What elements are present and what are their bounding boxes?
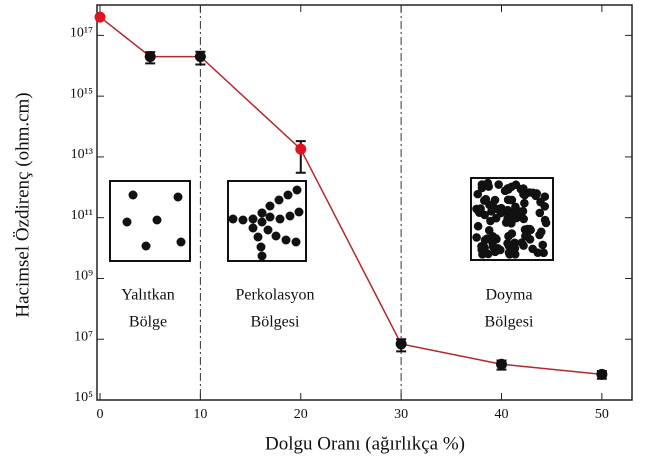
inset-dot bbox=[258, 218, 267, 227]
inset-dot bbox=[286, 212, 295, 221]
inset-dot bbox=[480, 243, 489, 252]
data-point bbox=[396, 338, 407, 349]
inset-dot bbox=[229, 215, 238, 224]
inset-dot bbox=[258, 209, 267, 218]
y-tick-label: 10¹⁷ bbox=[70, 26, 93, 41]
x-tick-label: 0 bbox=[97, 407, 104, 422]
inset-dot bbox=[292, 238, 301, 247]
inset-dot bbox=[474, 222, 483, 231]
x-tick-label: 10 bbox=[193, 407, 207, 422]
inset-dot bbox=[523, 225, 532, 234]
inset-dot bbox=[257, 243, 266, 252]
data-point bbox=[496, 359, 507, 370]
inset-dot bbox=[519, 215, 528, 224]
y-tick-label: 10⁷ bbox=[74, 329, 93, 344]
inset-dot bbox=[478, 184, 487, 193]
inset-dot bbox=[293, 186, 302, 195]
inset-dot bbox=[505, 250, 514, 259]
inset-dot bbox=[486, 217, 495, 226]
inset-dot bbox=[282, 236, 291, 245]
inset-dot bbox=[258, 252, 267, 261]
inset-dot bbox=[249, 224, 258, 233]
inset-dot bbox=[239, 216, 248, 225]
inset-dot bbox=[528, 245, 537, 254]
inset-dot bbox=[541, 216, 550, 225]
inset-dot bbox=[295, 208, 304, 217]
inset-dot bbox=[266, 213, 275, 222]
inset-dot bbox=[508, 229, 517, 238]
inset-dot bbox=[515, 207, 524, 216]
region-label: Yalıtkan bbox=[121, 287, 175, 304]
inset-dot bbox=[485, 201, 494, 210]
chart: Dolgu Oranı (ağırlıkça %) Hacimsel Özdir… bbox=[0, 0, 651, 471]
x-tick-label: 30 bbox=[394, 407, 408, 422]
inset-dot bbox=[275, 196, 284, 205]
data-point bbox=[95, 12, 106, 23]
region-label: Perkolasyon bbox=[235, 287, 314, 304]
inset-dot bbox=[506, 196, 515, 205]
data-point bbox=[145, 51, 156, 62]
inset-dot bbox=[535, 209, 544, 218]
region-label: Doyma bbox=[485, 287, 532, 304]
inset-dot bbox=[266, 202, 275, 211]
inset-dot bbox=[474, 207, 483, 216]
y-tick-label: 10¹¹ bbox=[71, 208, 93, 223]
inset-percolation bbox=[228, 181, 306, 261]
x-tick-label: 50 bbox=[595, 407, 609, 422]
inset-dot bbox=[520, 199, 529, 208]
y-tick-label: 10¹³ bbox=[71, 147, 93, 162]
inset-dot bbox=[526, 235, 535, 244]
y-axis-label: Hacimsel Özdirenç (ohm.cm) bbox=[12, 92, 33, 317]
inset-dot bbox=[264, 226, 273, 235]
inset-dot bbox=[472, 233, 481, 242]
region-label: Bölgesi bbox=[251, 314, 300, 331]
inset-dot bbox=[517, 238, 526, 247]
region-label: Bölgesi bbox=[485, 314, 534, 331]
inset-dot bbox=[254, 233, 263, 242]
y-tick-label: 10⁹ bbox=[74, 269, 93, 284]
x-axis-label: Dolgu Oranı (ağırlıkça %) bbox=[265, 433, 465, 454]
inset-dot bbox=[535, 231, 544, 240]
inset-dot bbox=[531, 192, 540, 201]
inset-dot bbox=[276, 215, 285, 224]
inset-dot bbox=[494, 244, 503, 253]
x-tick-label: 40 bbox=[495, 407, 509, 422]
inset-saturation bbox=[471, 178, 553, 260]
y-tick-label: 10⁵ bbox=[74, 390, 93, 405]
y-tick-label: 10¹⁵ bbox=[70, 86, 93, 101]
region-label: Bölge bbox=[129, 314, 167, 331]
inset-dot bbox=[494, 180, 503, 189]
inset-dot bbox=[284, 191, 293, 200]
inset-dot bbox=[538, 241, 547, 250]
data-point bbox=[596, 369, 607, 380]
inset-insulating bbox=[110, 181, 190, 261]
data-point bbox=[195, 51, 206, 62]
x-tick-label: 20 bbox=[294, 407, 308, 422]
data-point bbox=[295, 144, 306, 155]
inset-dot bbox=[503, 184, 512, 193]
inset-dot bbox=[272, 232, 281, 241]
inset-dot bbox=[249, 215, 258, 224]
inset-dot bbox=[520, 191, 529, 200]
inset-dot bbox=[496, 209, 505, 218]
inset-dot bbox=[488, 232, 497, 241]
